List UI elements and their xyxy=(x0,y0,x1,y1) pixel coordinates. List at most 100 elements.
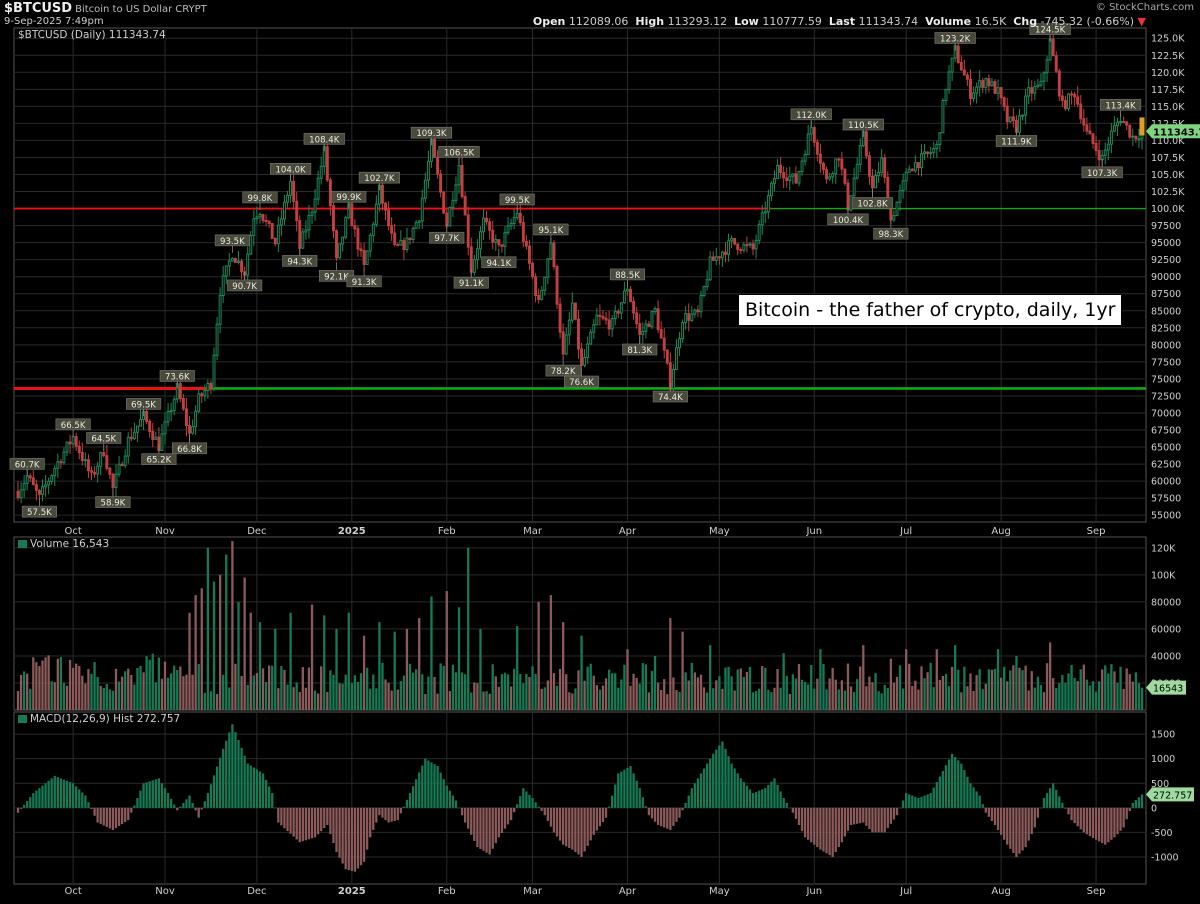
candle-body xyxy=(834,158,838,175)
candle-body xyxy=(895,201,899,217)
macd-hist-bar xyxy=(562,807,565,845)
last-value: 111343.74 xyxy=(858,15,919,28)
callout-label: 66.8K xyxy=(177,445,202,455)
volume-bar xyxy=(341,683,344,710)
macd-hist-bar xyxy=(516,804,519,808)
candle-body xyxy=(59,461,63,464)
candle-body xyxy=(708,256,712,281)
candle-body xyxy=(993,81,997,94)
volume-bar xyxy=(399,681,402,710)
volume-bar xyxy=(595,685,598,710)
candle-body xyxy=(255,216,259,220)
low-value: 110777.59 xyxy=(762,15,822,28)
macd-hist-bar xyxy=(93,807,96,816)
macd-hist-bar xyxy=(810,807,813,843)
candle-body xyxy=(25,475,29,484)
macd-hist-bar xyxy=(264,779,268,808)
macd-hist-bar xyxy=(555,807,559,837)
candle-body xyxy=(396,243,400,246)
volume-bar xyxy=(1119,666,1122,710)
macd-last-badge xyxy=(1146,787,1194,802)
candle-body xyxy=(629,288,632,302)
volume-bar xyxy=(240,676,243,710)
candle-body xyxy=(503,232,507,247)
callout-label: 74.4K xyxy=(658,393,683,403)
macd-hist-bar xyxy=(142,783,145,808)
macd-hist-bar xyxy=(807,807,810,840)
volume-bar xyxy=(460,672,464,710)
volume-bar xyxy=(451,664,455,710)
candle-body xyxy=(632,300,636,314)
volume-bar xyxy=(886,687,889,710)
volume-bar xyxy=(1097,681,1101,710)
macd-hist-bar xyxy=(286,807,289,831)
macd-hist-bar xyxy=(421,765,424,808)
candle-body xyxy=(779,164,783,173)
macd-last-label: 272.757 xyxy=(1153,790,1192,801)
candle-body xyxy=(898,190,902,203)
candle-body xyxy=(610,318,614,330)
candle-body xyxy=(252,218,256,236)
macd-hist-bar xyxy=(252,767,255,808)
volume-bar xyxy=(678,691,681,710)
macd-hist-bar xyxy=(84,795,87,808)
candle-body xyxy=(751,243,755,250)
volume-bar xyxy=(414,669,418,710)
high-label: High xyxy=(635,15,665,28)
macd-hist-bar xyxy=(442,779,445,808)
macd-hist-bar xyxy=(1107,807,1110,843)
macd-hist-bar xyxy=(901,800,905,808)
volume-bar xyxy=(286,684,289,710)
volume-bar xyxy=(365,667,369,710)
volume-bar xyxy=(375,688,378,710)
macd-hist-bar xyxy=(344,807,347,870)
macd-hist-bar xyxy=(38,788,41,808)
candle-body xyxy=(44,484,48,488)
x-tick-label: Apr xyxy=(619,526,637,537)
candle-body xyxy=(592,324,596,333)
volume-bar xyxy=(316,693,320,710)
candle-body xyxy=(408,237,412,241)
macd-hist-bar xyxy=(543,807,546,816)
candle-body xyxy=(466,214,470,248)
candle-body xyxy=(491,229,495,243)
candle-body xyxy=(757,224,761,241)
volume-bar xyxy=(785,675,788,710)
volume-bar xyxy=(1088,685,1092,710)
candle-body xyxy=(567,319,571,336)
candle-body xyxy=(776,164,779,180)
macd-hist-bar xyxy=(191,802,194,808)
volume-bar xyxy=(185,674,188,710)
volume-bar xyxy=(108,689,112,710)
macd-hist-bar xyxy=(120,807,124,825)
callout-label: 100.4K xyxy=(833,216,864,226)
candle-body xyxy=(932,148,936,154)
volume-bar xyxy=(721,688,724,710)
y-tick-label: 115.0K xyxy=(1151,102,1185,113)
macd-hist-bar xyxy=(185,799,188,808)
macd-hist-bar xyxy=(935,782,938,808)
callout-box xyxy=(159,370,195,382)
y-tick-label: 72500 xyxy=(1151,391,1181,402)
candle-body xyxy=(1122,120,1126,123)
candle-body xyxy=(316,177,320,200)
macd-hist-bar xyxy=(794,807,798,819)
macd-hist-bar xyxy=(1012,807,1015,853)
candle-body xyxy=(114,473,118,488)
macd-hist-bar xyxy=(405,799,409,808)
macd-hist-bar xyxy=(944,765,948,808)
volume-bar xyxy=(1104,665,1107,710)
volume-bar xyxy=(635,677,638,710)
candle-body xyxy=(518,212,522,224)
candle-body xyxy=(972,92,976,99)
volume-bar xyxy=(313,690,317,710)
macd-hist-bar xyxy=(408,793,412,808)
candle-body xyxy=(797,170,801,184)
volume-bar xyxy=(209,691,213,710)
candle-body xyxy=(644,323,648,332)
volume-bar xyxy=(905,649,908,710)
volume-tick-label: 80000 xyxy=(1151,597,1181,608)
volume-bar xyxy=(277,688,280,710)
volume-bar xyxy=(1003,666,1006,710)
candle-body xyxy=(699,294,703,313)
